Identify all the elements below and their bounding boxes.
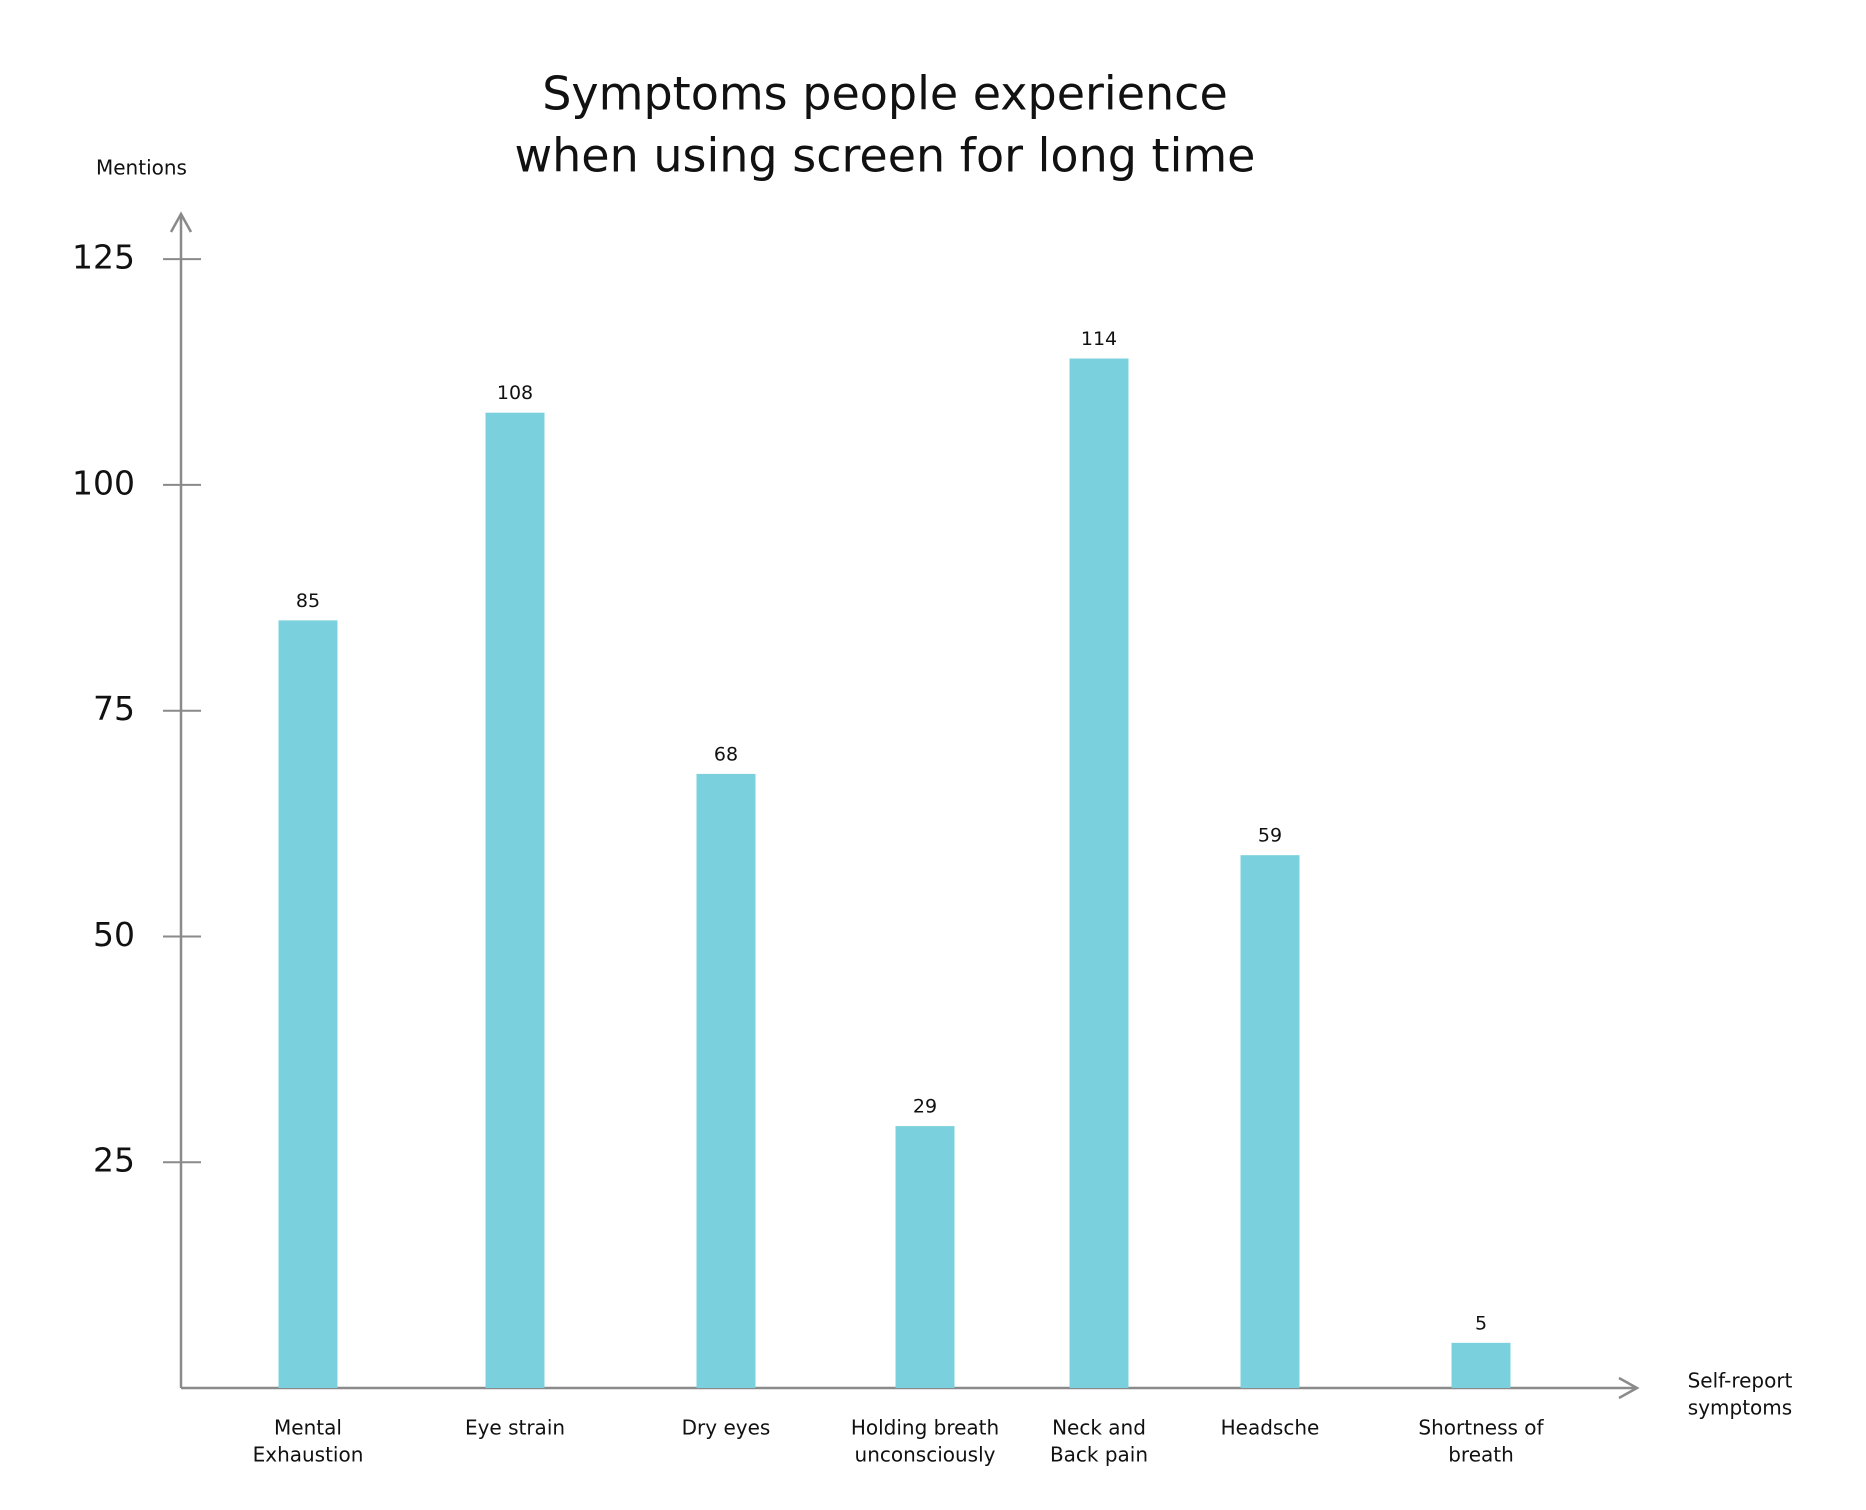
value-label: 85 xyxy=(296,590,320,612)
bar xyxy=(1240,855,1300,1388)
x-tick-label: Back pain xyxy=(1050,1443,1148,1467)
x-tick-label: unconsciously xyxy=(855,1443,996,1467)
y-tick-label: 100 xyxy=(72,463,135,502)
y-tick-label: 125 xyxy=(72,238,135,277)
x-tick-label: Headsche xyxy=(1221,1416,1320,1440)
x-tick-label: Eye strain xyxy=(465,1416,565,1440)
y-axis-arrow xyxy=(169,211,193,233)
value-label: 29 xyxy=(913,1096,937,1118)
bar xyxy=(485,412,545,1389)
y-tick-label: 75 xyxy=(93,689,135,728)
bar xyxy=(696,773,756,1388)
x-axis-arrow xyxy=(1618,1376,1640,1400)
y-tick-label: 25 xyxy=(93,1141,135,1180)
bar xyxy=(1451,1342,1511,1388)
value-label: 5 xyxy=(1475,1312,1487,1334)
y-axis-label: Mentions xyxy=(96,156,187,180)
value-label: 68 xyxy=(714,743,738,765)
x-tick-label: Dry eyes xyxy=(682,1416,771,1440)
x-tick-label: Exhaustion xyxy=(253,1443,364,1467)
x-tick-label: Mental xyxy=(274,1416,342,1440)
x-tick-label: breath xyxy=(1448,1443,1514,1467)
x-axis-label: Self-report xyxy=(1688,1369,1793,1393)
bar xyxy=(895,1126,955,1388)
value-label: 114 xyxy=(1081,328,1117,350)
value-label: 108 xyxy=(497,382,533,404)
chart-title: Symptoms people experience xyxy=(542,67,1228,121)
x-axis-label: symptoms xyxy=(1688,1396,1792,1420)
y-tick-label: 50 xyxy=(93,915,135,954)
value-label: 59 xyxy=(1258,825,1282,847)
x-tick-label: Shortness of xyxy=(1418,1416,1544,1440)
bar xyxy=(1069,358,1129,1388)
chart-title: when using screen for long time xyxy=(515,129,1256,183)
x-tick-label: Neck and xyxy=(1052,1416,1146,1440)
x-tick-label: Holding breath xyxy=(851,1416,999,1440)
bar xyxy=(278,620,338,1388)
